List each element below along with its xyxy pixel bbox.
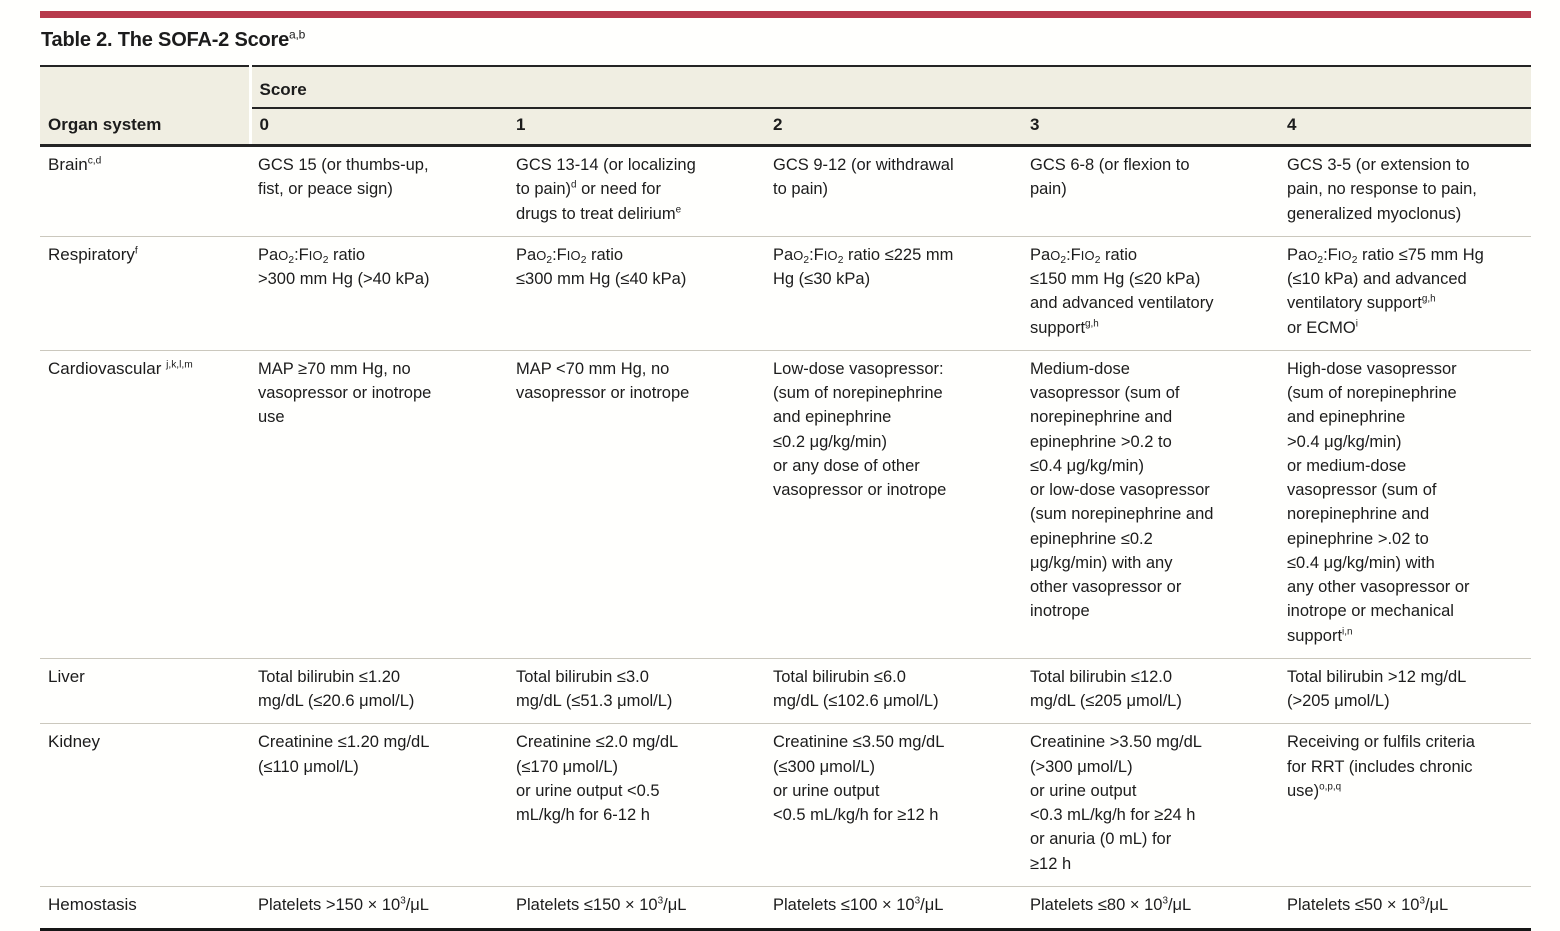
score-col-1: 1	[508, 108, 765, 147]
score-cell: Pao2:Fio2 ratio ≤75 mm Hg (≤10 kPa) and a…	[1279, 235, 1532, 351]
score-cell: Platelets ≤150 × 103/μL	[508, 885, 765, 930]
organ-cell: Cardiovascular j,k,l,m	[40, 349, 250, 659]
table-row-liver: Liver Total bilirubin ≤1.20 mg/dL (≤20.6 …	[40, 657, 1532, 724]
score-cell: MAP ≥70 mm Hg, no vasopressor or inotrope…	[250, 349, 508, 659]
score-cell: Creatinine ≤3.50 mg/dL (≤300 μmol/L) or ur…	[765, 723, 1022, 887]
score-cell: Platelets ≤80 × 103/μL	[1022, 885, 1279, 930]
score-cell: Total bilirubin >12 mg/dL (>205 μmol/L)	[1279, 657, 1532, 724]
score-cell: Pao2:Fio2 ratio ≤300 mm Hg (≤40 kPa)	[508, 235, 765, 351]
sofa-score-table: Score Organ system 0 1 2 3 4 Brainc,d GC…	[40, 65, 1532, 931]
page: Table 2. The SOFA-2 Scorea,b Score Organ…	[40, 11, 1532, 931]
score-cell: GCS 6-8 (or flexion to pain)	[1030, 156, 1190, 199]
score-cell: Total bilirubin ≤6.0 mg/dL (≤102.6 μmol/L…	[765, 657, 1022, 724]
score-cell: Creatinine ≤2.0 mg/dL (≤170 μmol/L) or uri…	[508, 723, 765, 887]
score-cell: Pao2:Fio2 ratio ≤225 mm Hg (≤30 kPa)	[765, 235, 1022, 351]
table-row-brain: Brainc,d GCS 15 (or thumbs-up, fist, or p…	[40, 146, 1531, 237]
score-cell: Receiving or fulfils criteria for RRT (in…	[1279, 723, 1532, 887]
score-cell: Medium-dose vasopressor (sum of norepineph…	[1022, 349, 1279, 659]
accent-bar	[40, 11, 1531, 18]
score-cell: Platelets ≤50 × 103/μL	[1279, 885, 1532, 930]
score-group-row: Score	[40, 66, 1532, 109]
score-cell: GCS 13-14 (or localizing to pain)d or nee…	[516, 156, 696, 223]
table-body: Brainc,d GCS 15 (or thumbs-up, fist, or p…	[40, 146, 1532, 930]
organ-cell: Hemostasis	[40, 885, 250, 930]
score-cell: High-dose vasopressor (sum of norepinephr…	[1279, 349, 1532, 659]
score-cell: Total bilirubin ≤1.20 mg/dL (≤20.6 μmol/L…	[250, 657, 508, 724]
score-cell: Pao2:Fio2 ratio >300 mm Hg (>40 kPa)	[250, 235, 508, 351]
corner-cell	[40, 66, 252, 108]
score-col-2: 2	[765, 108, 1022, 147]
table-row-respiratory: Respiratoryf Pao2:Fio2 ratio >300 mm Hg (…	[40, 235, 1532, 351]
score-cell: Platelets ≤100 × 103/μL	[765, 885, 1022, 930]
score-cell: Creatinine >3.50 mg/dL (>300 μmol/L) or ur…	[1022, 723, 1279, 887]
organ-cell: Liver	[40, 657, 250, 724]
table-row-kidney: Kidney Creatinine ≤1.20 mg/dL (≤110 μmol/…	[40, 723, 1532, 887]
score-cell: Platelets >150 × 103/μL	[250, 885, 508, 930]
table-row-cardiovascular: Cardiovascular j,k,l,m MAP ≥70 mm Hg, no…	[40, 349, 1532, 659]
score-group-header: Score	[250, 66, 1532, 109]
score-cell: MAP <70 mm Hg, no vasopressor or inotrope	[508, 349, 765, 659]
page-title: Table 2. The SOFA-2 Scorea,b	[41, 27, 306, 51]
score-cell: Pao2:Fio2 ratio ≤150 mm Hg (≤20 kPa) and a…	[1022, 235, 1279, 351]
score-cell: GCS 3-5 (or extension to pain, no respons…	[1287, 156, 1477, 223]
organ-cell: Brainc,d	[48, 155, 102, 174]
score-col-4: 4	[1279, 108, 1532, 147]
score-cell: Total bilirubin ≤12.0 mg/dL (≤205 μmol/L)	[1022, 657, 1279, 724]
score-cell: Low-dose vasopressor: (sum of norepinephr…	[765, 349, 1022, 659]
score-cell: GCS 9-12 (or withdrawal to pain)	[773, 156, 954, 199]
score-col-3: 3	[1022, 108, 1279, 147]
score-cell: GCS 15 (or thumbs-up, fist, or peace sign…	[258, 156, 429, 199]
organ-cell: Respiratoryf	[40, 235, 250, 351]
table-header: Score Organ system 0 1 2 3 4	[40, 66, 1532, 147]
column-header-row: Organ system 0 1 2 3 4	[40, 108, 1532, 147]
organ-cell: Kidney	[40, 723, 250, 887]
organ-column-header: Organ system	[40, 108, 252, 147]
table-row-hemostasis: Hemostasis Platelets >150 × 103/μL Plate…	[40, 885, 1532, 930]
score-cell: Creatinine ≤1.20 mg/dL (≤110 μmol/L)	[250, 723, 508, 887]
score-col-0: 0	[250, 108, 508, 147]
score-cell: Total bilirubin ≤3.0 mg/dL (≤51.3 μmol/L)	[508, 657, 765, 724]
